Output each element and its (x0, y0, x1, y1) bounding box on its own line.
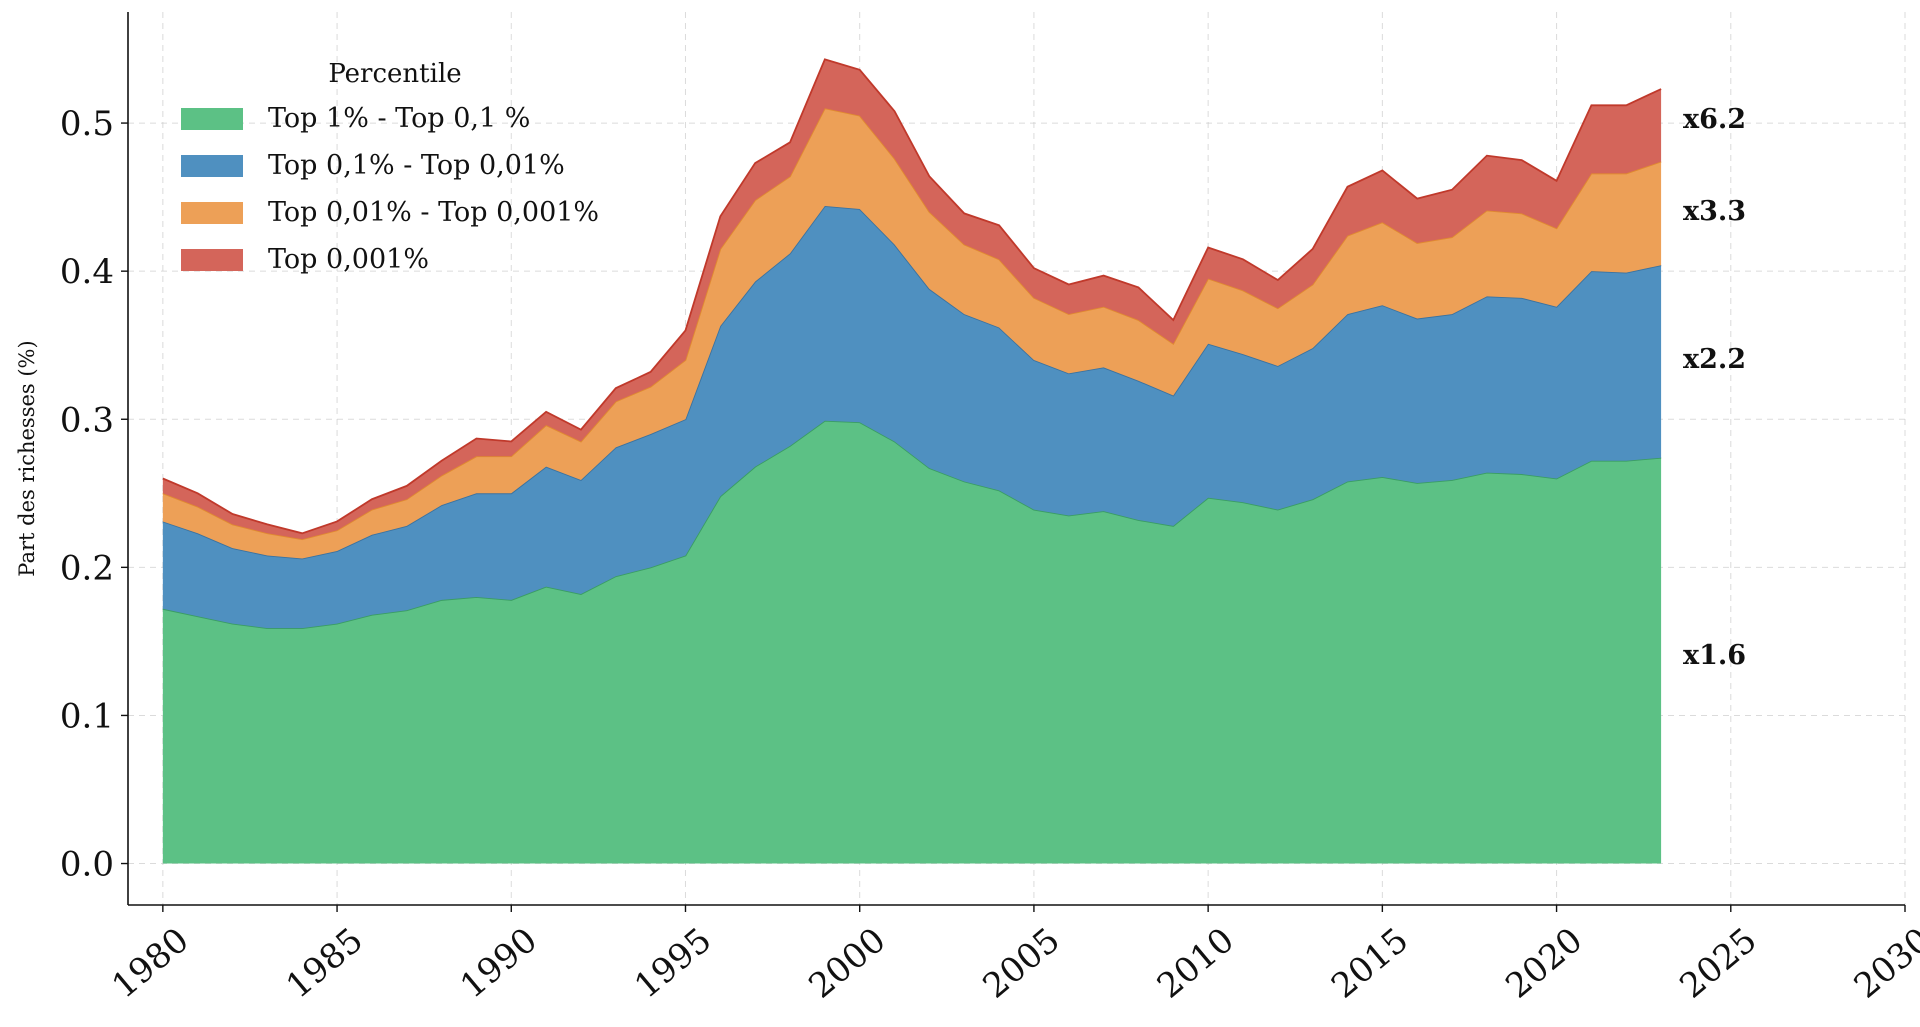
x-tick-label: 1990 (453, 920, 545, 1006)
legend-label: Top 1% - Top 0,1 % (268, 103, 530, 134)
area-series-1 (162, 420, 1662, 864)
area-layers (162, 58, 1662, 864)
x-tick-label: 2020 (1498, 920, 1590, 1006)
legend: Percentile Top 1% - Top 0,1 % Top 0,1% - T… (181, 59, 599, 275)
legend-label: Top 0,01% - Top 0,001% (268, 197, 599, 228)
legend-swatch (181, 108, 243, 130)
x-tick-label: 2000 (801, 920, 893, 1006)
y-tick-label: 0.3 (60, 400, 114, 440)
multiplier-label: x6.2 (1683, 104, 1746, 135)
multiplier-label: x1.6 (1683, 640, 1746, 671)
legend-label: Top 0,001% (268, 244, 429, 275)
legend-swatch (181, 155, 243, 177)
legend-swatch (181, 202, 243, 224)
multiplier-annotations: x6.2 x3.3 x2.2 x1.6 (1683, 104, 1746, 671)
x-tick-label: 2005 (976, 920, 1068, 1006)
y-tick-label: 0.2 (60, 548, 114, 588)
x-tick-label: 2015 (1324, 920, 1416, 1006)
legend-swatch (181, 249, 243, 271)
x-tick-label: 2025 (1673, 920, 1765, 1006)
y-axis-label: Part des richesses (%) (15, 340, 39, 576)
grid (128, 12, 1906, 905)
x-tick-label: 1980 (105, 920, 197, 1006)
legend-label: Top 0,1% - Top 0,01% (268, 150, 565, 181)
x-tick-label: 1985 (279, 920, 371, 1006)
y-tick-label: 0.0 (60, 845, 114, 885)
y-tick-label: 0.4 (60, 252, 114, 292)
area-series-2 (162, 206, 1662, 629)
area-line-series-4 (162, 58, 1662, 535)
y-tick-label: 0.1 (60, 696, 114, 736)
area-series-3 (162, 108, 1662, 559)
y-tick-label: 0.5 (60, 104, 114, 144)
multiplier-label: x2.2 (1683, 344, 1746, 375)
area-series-4 (162, 59, 1662, 540)
multiplier-label: x3.3 (1683, 196, 1746, 227)
x-tick-label: 2010 (1150, 920, 1242, 1006)
legend-title: Percentile (328, 59, 461, 89)
x-tick-label: 1995 (627, 920, 719, 1006)
x-tick-label: 2030 (1847, 920, 1920, 1006)
